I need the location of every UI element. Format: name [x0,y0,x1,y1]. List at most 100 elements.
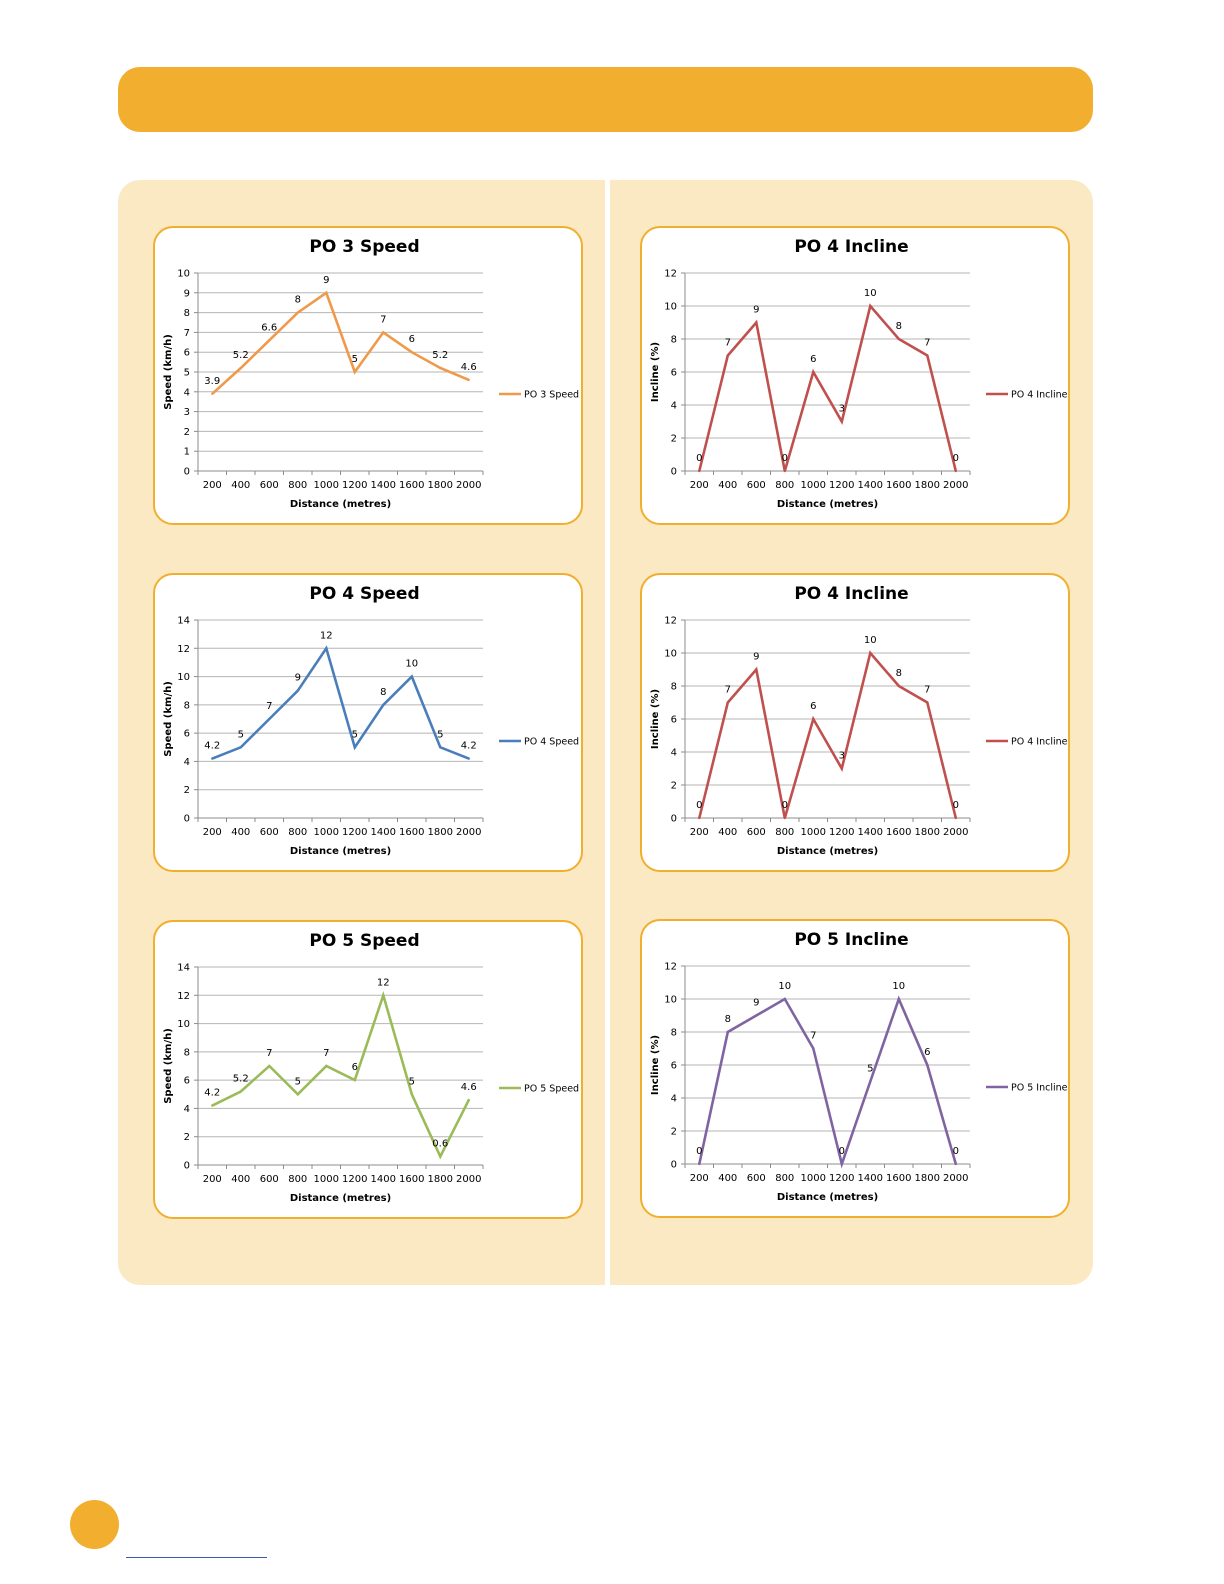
x-tick-label: 600 [260,480,279,491]
legend-label: PO 5 Speed [524,1084,579,1095]
x-tick-label: 600 [747,480,766,491]
x-tick-label: 2000 [456,1174,481,1185]
data-label: 9 [753,998,759,1009]
data-label: 7 [725,685,731,696]
data-label: 8 [896,321,902,332]
data-point [698,469,701,473]
y-tick-label: 2 [671,1127,677,1138]
data-label: 3 [839,404,845,415]
chart-title: PO 4 Speed [309,584,419,604]
data-label: 7 [380,314,386,325]
series-line [211,290,470,395]
y-tick-label: 4 [184,757,190,768]
x-tick-label: 1800 [915,827,940,838]
data-point [211,392,214,395]
data-label: 5.2 [233,350,249,361]
y-axis-label: Incline (%) [650,342,661,402]
x-tick-label: 800 [775,480,794,491]
data-label: 7 [266,1048,272,1059]
x-axis-label: Distance (metres) [777,499,878,510]
y-tick-label: 12 [664,616,677,627]
data-point [239,366,242,370]
x-tick-label: 1600 [886,827,911,838]
data-label: 6.6 [261,322,277,333]
data-point [439,746,442,749]
page-number-dot [70,1500,119,1549]
legend-label: PO 4 Incline [1011,390,1068,401]
x-tick-label: 200 [690,480,709,491]
data-label: 5 [867,1064,873,1075]
data-point [726,354,729,357]
x-axis-label: Distance (metres) [777,1192,878,1203]
y-tick-label: 12 [664,962,677,973]
x-tick-label: 1000 [801,827,826,838]
data-label: 10 [864,288,877,299]
x-tick-label: 2000 [456,480,481,491]
data-point [268,1064,271,1068]
data-label: 4.6 [461,1082,477,1093]
data-point [726,701,729,704]
data-label: 5.2 [233,1073,249,1084]
data-point [755,321,758,324]
y-tick-label: 10 [177,269,190,280]
series-line [698,650,958,819]
y-tick-label: 8 [671,682,677,693]
chart-card-po3-speed: PO 3 Speed 0 1 2 3 4 5 6 7 8 9 10 200 400 600 800 1000 12… [153,226,583,525]
x-tick-label: 1800 [915,1173,940,1184]
data-label: 0 [696,453,702,464]
data-point [812,370,815,374]
y-tick-label: 4 [671,748,677,759]
data-label: 12 [377,977,390,988]
data-point [439,1155,442,1158]
data-point [467,378,470,382]
x-tick-label: 400 [231,480,250,491]
data-label: 4.2 [204,741,220,752]
y-tick-label: 9 [184,288,190,299]
data-label: 9 [753,305,759,316]
y-tick-label: 0 [184,467,190,478]
x-axis-label: Distance (metres) [290,499,391,510]
x-tick-label: 1000 [801,1173,826,1184]
chart-svg: PO 4 Speed 0 2 4 6 8 10 12 14 200 400 600 800 1000 120… [163,584,579,857]
y-tick-label: 8 [184,1047,190,1058]
data-label: 6 [352,1062,358,1073]
data-point [410,1093,413,1096]
y-tick-label: 0 [671,467,677,478]
data-point [840,420,843,423]
y-tick-label: 10 [664,302,677,313]
data-label: 3 [839,751,845,762]
x-tick-label: 1600 [399,480,424,491]
data-label: 7 [810,1031,816,1042]
data-point [812,1047,815,1050]
data-label: 5 [352,354,358,365]
chart-card-po5-speed: PO 5 Speed 0 2 4 6 8 10 12 14 200 400 600 800 1000 120… [153,920,583,1219]
data-point [812,717,815,721]
y-axis-label: Incline (%) [650,689,661,749]
chart-title: PO 4 Incline [794,237,908,257]
data-point [698,1162,701,1166]
data-point [783,469,786,473]
x-tick-label: 1200 [829,1173,854,1184]
data-point [467,1098,470,1102]
data-point [296,311,299,314]
y-tick-label: 6 [184,1076,190,1087]
x-tick-label: 1000 [314,1174,339,1185]
x-tick-label: 800 [288,827,307,838]
chart-title: PO 4 Incline [794,584,908,604]
x-tick-label: 1800 [428,480,453,491]
x-axis-label: Distance (metres) [290,1193,391,1204]
data-point [382,994,385,997]
y-tick-label: 12 [177,991,190,1002]
data-label: 6 [409,334,415,345]
data-point [954,469,957,473]
data-point [353,1078,356,1082]
y-tick-label: 12 [664,269,677,280]
data-point [840,767,843,770]
data-label: 4.2 [461,741,477,752]
x-tick-label: 1200 [342,480,367,491]
y-tick-label: 14 [177,963,190,974]
legend-label: PO 4 Incline [1011,737,1068,748]
